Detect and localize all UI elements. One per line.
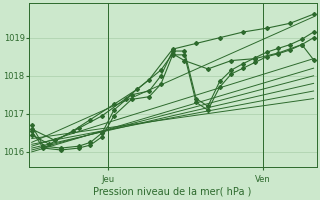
X-axis label: Pression niveau de la mer( hPa ): Pression niveau de la mer( hPa ) <box>93 187 252 197</box>
